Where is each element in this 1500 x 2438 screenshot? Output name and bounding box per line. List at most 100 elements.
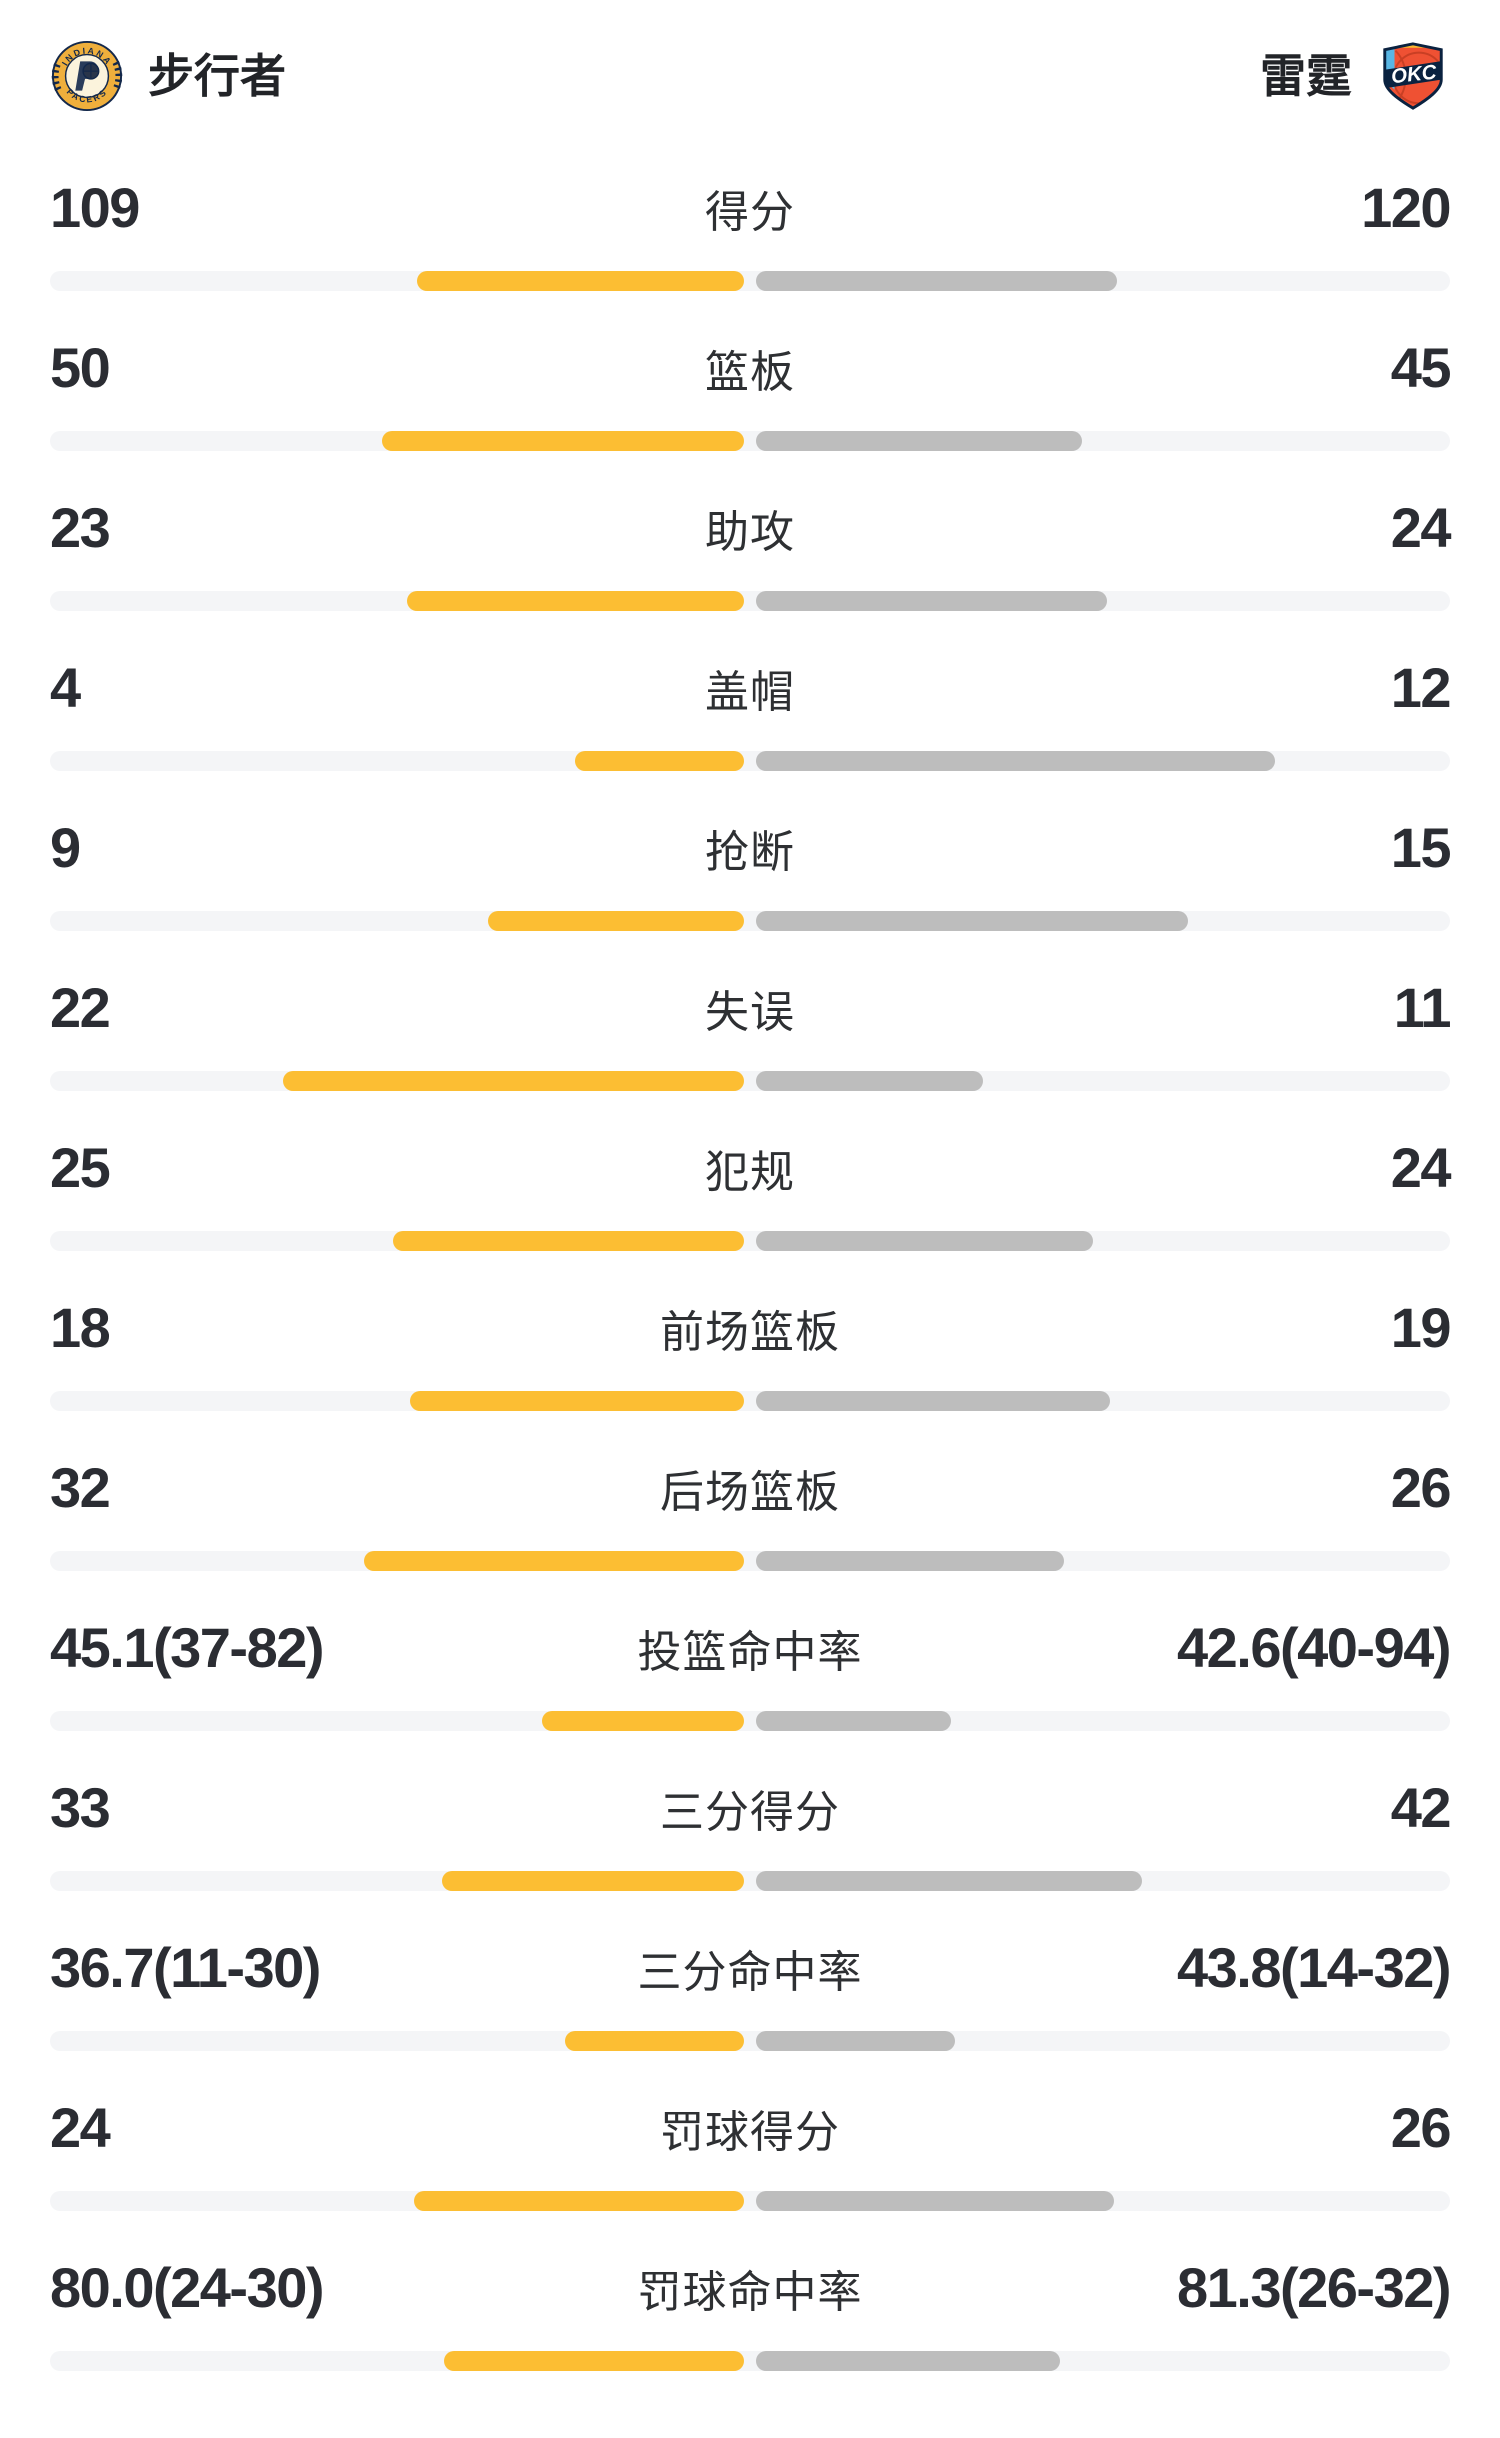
stat-value-away: 12: [1390, 656, 1452, 719]
stat-line: 80.0(24-30) 罚球命中率 81.3(26-32): [50, 2256, 1451, 2319]
stat-bar-track: [50, 591, 1450, 611]
stat-bar-home: [487, 911, 744, 931]
stat-value-away: 120: [1361, 176, 1451, 239]
stat-label: 投篮命中率: [637, 1628, 863, 1677]
stat-value-away: 15: [1390, 816, 1452, 879]
stat-row: 9 抢断 15: [50, 770, 1452, 931]
stat-bar-track: [50, 1551, 1450, 1571]
stat-line: 109 得分 120: [50, 176, 1452, 239]
stat-value-home: 36.7(11-30): [50, 1936, 321, 1999]
team-name-away: 雷霆: [1260, 50, 1352, 102]
stat-label: 盖帽: [705, 668, 795, 717]
stat-line: 23 助攻 24: [50, 496, 1452, 559]
stat-value-away: 45: [1390, 336, 1452, 399]
stat-bar-away: [756, 1871, 1142, 1891]
stat-row: 33 三分得分 42: [50, 1730, 1452, 1891]
stat-value-home: 23: [50, 496, 111, 559]
stat-value-away: 26: [1390, 2096, 1452, 2159]
stat-label: 犯规: [705, 1148, 795, 1197]
stat-row: 18 前场篮板 19: [50, 1250, 1452, 1411]
stat-value-home: 45.1(37-82): [50, 1616, 325, 1679]
stat-bar-track: [50, 751, 1450, 771]
stat-value-home: 32: [50, 1456, 111, 1519]
stat-bar-track: [50, 1871, 1450, 1891]
stat-label: 篮板: [705, 348, 795, 397]
stat-value-away: 26: [1390, 1456, 1452, 1519]
stat-label: 三分得分: [660, 1788, 840, 1837]
stat-bar-track: [50, 2031, 1450, 2051]
stat-value-home: 50: [50, 336, 111, 399]
stat-bar-track: [50, 271, 1450, 291]
stat-label: 抢断: [705, 828, 795, 877]
stat-value-away: 43.8(14-32): [1176, 1936, 1452, 1999]
stat-bar-away: [756, 751, 1275, 771]
stat-line: 50 篮板 45: [50, 336, 1452, 399]
stat-label: 三分命中率: [637, 1948, 863, 1997]
stat-bar-away: [756, 1391, 1110, 1411]
stat-bar-track: [50, 911, 1450, 931]
stat-value-home: 80.0(24-30): [50, 2256, 325, 2319]
team-name-home: 步行者: [148, 50, 286, 102]
stat-line: 18 前场篮板 19: [50, 1296, 1452, 1359]
stat-line: 4 盖帽 12: [50, 656, 1452, 719]
stat-bar-away: [756, 2191, 1114, 2211]
stat-value-away: 42: [1390, 1776, 1452, 1839]
stat-bar-home: [381, 431, 744, 451]
stat-bar-away: [756, 1711, 952, 1731]
stat-row: 80.0(24-30) 罚球命中率 81.3(26-32): [50, 2210, 1451, 2371]
stat-value-home: 9: [50, 816, 81, 879]
stat-bar-track: [50, 2191, 1450, 2211]
stat-bar-away: [756, 1071, 984, 1091]
stat-row: 109 得分 120: [50, 130, 1452, 291]
stat-row: 24 罚球得分 26: [50, 2050, 1452, 2211]
stat-bar-away: [756, 431, 1082, 451]
stats-list: 109 得分 120 50 篮板 45 23 助攻 24: [0, 130, 1500, 2371]
stat-bar-away: [756, 1231, 1093, 1251]
team-home: INDIANA PACERS 步行者: [50, 39, 286, 113]
stat-label: 前场篮板: [660, 1308, 840, 1357]
stat-label: 得分: [705, 188, 795, 237]
stat-row: 50 篮板 45: [50, 290, 1452, 451]
stat-bar-home: [283, 1071, 744, 1091]
stat-row: 4 盖帽 12: [50, 610, 1452, 771]
stat-label: 失误: [705, 988, 795, 1037]
stat-bar-track: [50, 1231, 1450, 1251]
stat-value-home: 4: [50, 656, 81, 719]
team-away: 雷霆 OKC: [1260, 39, 1450, 113]
stat-value-away: 11: [1393, 976, 1452, 1039]
pacers-logo-icon: INDIANA PACERS: [51, 40, 123, 112]
stat-bar-track: [50, 1711, 1450, 1731]
stat-row: 25 犯规 24: [50, 1090, 1452, 1251]
stat-line: 22 失误 11: [50, 976, 1452, 1039]
stat-bar-track: [50, 431, 1450, 451]
stat-value-away: 19: [1390, 1296, 1452, 1359]
stat-row: 23 助攻 24: [50, 450, 1452, 611]
stat-bar-track: [50, 1391, 1450, 1411]
stat-line: 25 犯规 24: [50, 1140, 1452, 1197]
team-stats-screen: { "header": { "home": { "name": "步行者", "…: [0, 38, 1500, 2438]
stat-bar-home: [414, 2191, 744, 2211]
stat-bar-home: [541, 1711, 744, 1731]
stat-line: 33 三分得分 42: [50, 1776, 1452, 1839]
stat-bar-track: [50, 1071, 1450, 1091]
stat-label: 助攻: [705, 508, 795, 557]
stat-bar-home: [575, 751, 744, 771]
stat-bar-home: [409, 1391, 744, 1411]
stat-value-home: 109: [50, 176, 140, 239]
stat-line: 9 抢断 15: [50, 816, 1452, 879]
stat-bar-home: [444, 2351, 744, 2371]
stat-line: 32 后场篮板 26: [50, 1456, 1452, 1519]
stat-value-away: 42.6(40-94): [1176, 1616, 1452, 1679]
stat-value-home: 22: [50, 976, 111, 1039]
stat-row: 36.7(11-30) 三分命中率 43.8(14-32): [50, 1890, 1452, 2051]
okc-thunder-logo-icon: OKC: [1383, 42, 1443, 110]
stat-bar-away: [756, 911, 1188, 931]
stat-value-home: 18: [50, 1296, 111, 1359]
stat-bar-home: [407, 591, 744, 611]
match-header: INDIANA PACERS 步行者 雷霆: [50, 38, 1450, 114]
stat-bar-home: [392, 1231, 744, 1251]
stat-value-home: 33: [50, 1776, 111, 1839]
stat-line: 45.1(37-82) 投篮命中率 42.6(40-94): [50, 1616, 1452, 1679]
stat-bar-away: [756, 2031, 955, 2051]
stat-row: 22 失误 11: [50, 930, 1452, 1091]
